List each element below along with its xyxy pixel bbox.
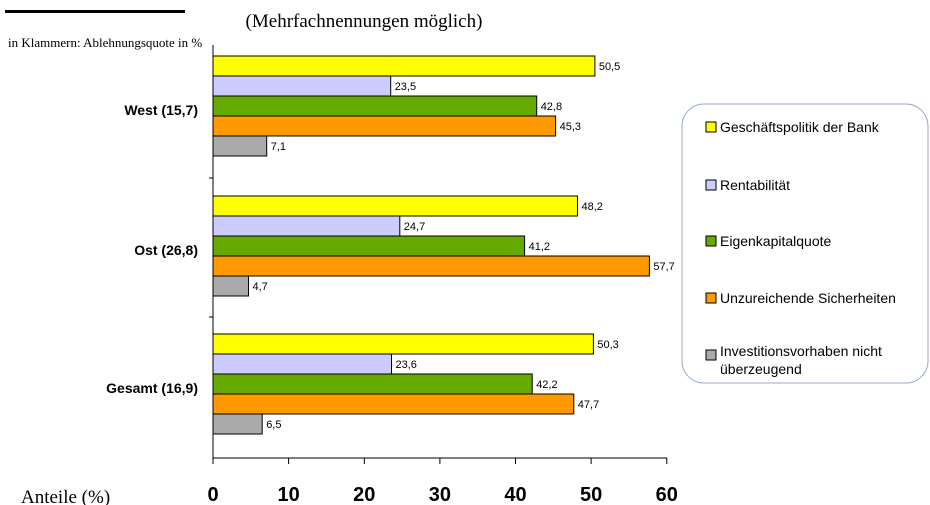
x-tick-label: 40: [504, 484, 526, 505]
data-label: 23,6: [396, 359, 417, 371]
bar: [212, 215, 401, 237]
axis-ticks-group: 0 10 20 30 40 50 60: [207, 177, 678, 505]
data-label: 48,2: [582, 201, 603, 213]
x-tick-label: 0: [207, 484, 218, 505]
legend-label: Unzureichende Sicherheiten: [720, 290, 896, 306]
bar: [212, 353, 392, 375]
data-label: 7,1: [271, 141, 286, 153]
legend-box: [681, 103, 929, 384]
legend-label: Geschäftspolitik der Bank: [720, 119, 880, 135]
bar: [212, 275, 249, 297]
legend-label: Eigenkapitalquote: [720, 233, 832, 249]
x-tick-label: 10: [277, 484, 299, 505]
legend-swatch: [705, 292, 717, 304]
bar: [212, 373, 533, 395]
title-underline: [5, 10, 185, 13]
data-label: 45,3: [560, 121, 581, 133]
data-label: 4,7: [253, 281, 268, 293]
bar: [212, 95, 538, 117]
bars-group: 50,5 23,5 42,8 45,3 7,1 West (15,7) 48,2 24,7 41…: [106, 55, 675, 435]
x-tick-label: 60: [656, 484, 678, 505]
x-axis-label: Anteile (%): [21, 487, 110, 505]
data-label: 6,5: [266, 419, 281, 431]
x-tick-label: 30: [429, 484, 451, 505]
data-label: 41,2: [529, 241, 550, 253]
category-label: West (15,7): [124, 102, 198, 118]
bar: [212, 255, 650, 277]
bar: [212, 135, 268, 157]
bar: [212, 55, 596, 77]
legend-label: Rentabilität: [720, 177, 790, 193]
chart-subtitle: (Mehrfachnennungen möglich): [246, 11, 483, 32]
x-tick-label: 20: [353, 484, 375, 505]
data-label: 57,7: [653, 261, 674, 273]
data-label: 23,5: [395, 81, 416, 93]
legend-swatch: [705, 179, 717, 191]
legend-swatch: [705, 121, 717, 133]
x-tick-label: 50: [580, 484, 602, 505]
data-label: 50,3: [597, 339, 618, 351]
bar: [212, 235, 526, 257]
bar: [212, 75, 392, 97]
bar: [212, 393, 575, 415]
legend-swatch: [705, 349, 717, 361]
data-label: 50,5: [599, 61, 620, 73]
category-label: Ost (26,8): [134, 242, 198, 258]
category-label: Gesamt (16,9): [106, 380, 198, 396]
legend-label: Investitionsvorhaben nicht überzeugend: [720, 343, 882, 377]
chart-note: in Klammern: Ablehnungsquote in %: [8, 35, 202, 50]
bar: [212, 195, 578, 217]
bar: [212, 413, 263, 435]
bar: [212, 333, 594, 355]
data-label: 24,7: [404, 221, 425, 233]
data-label: 47,7: [578, 399, 599, 411]
data-label: 42,2: [536, 379, 557, 391]
bar: [212, 115, 557, 137]
legend-swatch: [705, 235, 717, 247]
data-label: 42,8: [541, 101, 562, 113]
legend: Geschäftspolitik der Bank Rentabilität Eig…: [705, 119, 896, 377]
